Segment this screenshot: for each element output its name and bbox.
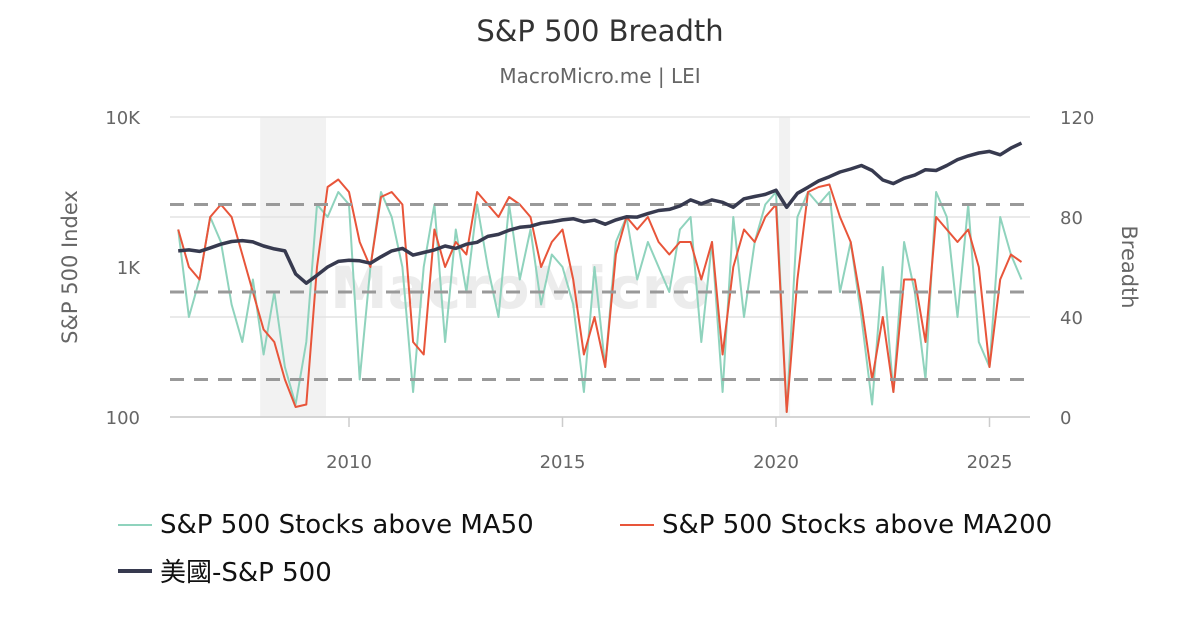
left-tick-label: 10K (105, 108, 141, 129)
x-tick-label: 2010 (326, 452, 372, 473)
left-axis-label: S&P 500 Index (58, 190, 82, 344)
legend-swatch (620, 524, 654, 526)
legend-item-ma200[interactable]: S&P 500 Stocks above MA200 (620, 510, 1052, 540)
legend-item-ma50[interactable]: S&P 500 Stocks above MA50 (118, 510, 534, 540)
left-tick-label: 100 (106, 408, 140, 429)
legend-swatch (118, 568, 152, 573)
left-tick-label: 1K (117, 258, 141, 279)
series-line-1 (177, 178, 1023, 413)
x-tick-label: 2025 (967, 452, 1013, 473)
right-tick-label: 80 (1060, 208, 1083, 229)
right-axis-label: Breadth (1117, 225, 1141, 308)
chart-title: S&P 500 Breadth (476, 14, 724, 48)
series-line-0 (177, 191, 1023, 413)
right-tick-label: 0 (1060, 408, 1071, 429)
series-line-2 (178, 141, 1023, 285)
legend-label: 美國-S&P 500 (160, 558, 332, 588)
chart-subtitle: MacroMicro.me | LEI (499, 64, 701, 88)
legend-label: S&P 500 Stocks above MA50 (160, 510, 534, 540)
right-tick-label: 120 (1060, 108, 1094, 129)
legend-label: S&P 500 Stocks above MA200 (662, 510, 1053, 540)
x-tick-label: 2020 (753, 452, 799, 473)
right-tick-label: 40 (1060, 308, 1083, 329)
watermark: MacroMicro (330, 254, 710, 322)
legend-swatch (118, 524, 152, 526)
x-tick-label: 2015 (540, 452, 586, 473)
legend-item-sp500[interactable]: 美國-S&P 500 (118, 552, 332, 589)
recession-band (778, 117, 791, 417)
